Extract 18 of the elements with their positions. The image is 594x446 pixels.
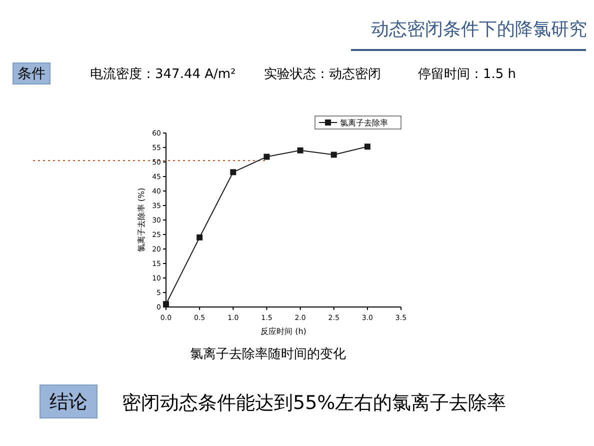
point (196, 234, 203, 240)
point (230, 169, 236, 176)
text: 密闭动态条件能达到55%左右的氯离子去除率 (122, 392, 506, 414)
text: 电流密度：347.44 A/m² (90, 66, 236, 82)
y-axis-title: 氯离子去除率 (%) (137, 188, 146, 252)
text: 结论 (50, 391, 88, 413)
point (330, 152, 337, 158)
text: 动态密闭条件下的降氯研究 (371, 19, 587, 40)
text: 停留时间：1.5 h (418, 67, 516, 82)
point (297, 147, 304, 154)
text: 氯离子去除率随时间的变化 (190, 346, 346, 362)
legend-label: 氯离子去除率 (340, 118, 388, 128)
point (264, 154, 270, 160)
text: 实验状态：动态密闭 (264, 67, 381, 82)
x-axis-title: 反应时间 (h) (260, 327, 306, 336)
point (163, 301, 169, 308)
text: 条件 (18, 66, 46, 82)
point (364, 144, 370, 150)
